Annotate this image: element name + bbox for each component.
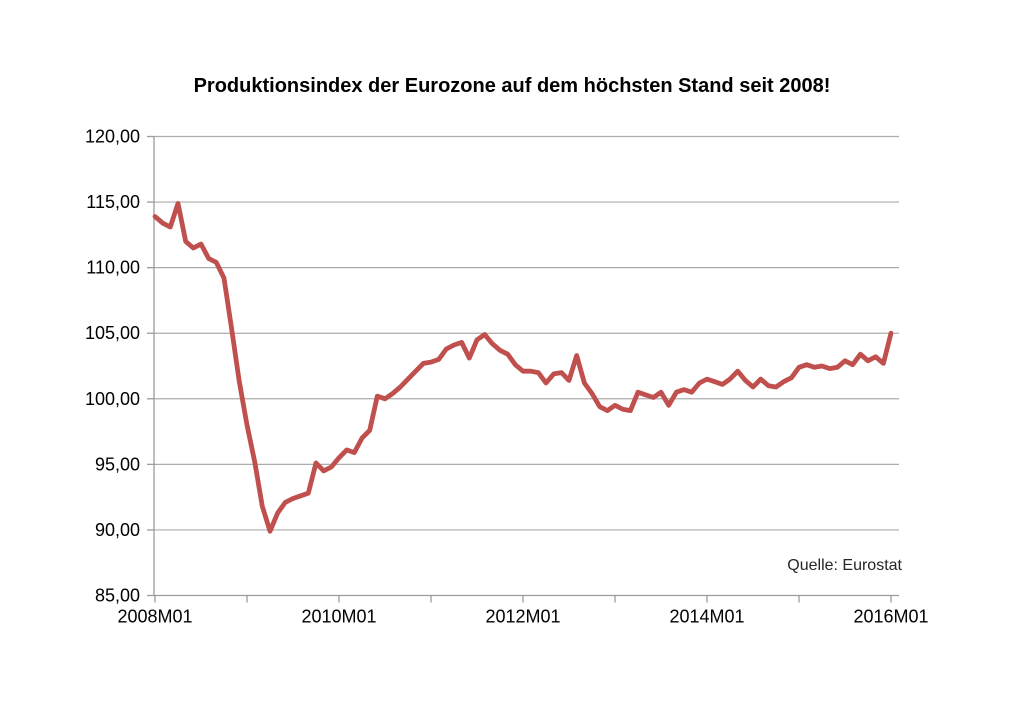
x-tick-label: 2010M01 [301,607,376,627]
y-tick-label: 105,00 [85,323,140,343]
y-gridlines [154,135,899,531]
y-tick-label: 110,00 [86,258,140,278]
y-tick-label: 95,00 [95,454,140,474]
production-index-line [152,200,894,534]
x-tick-label: 2008M01 [117,607,192,627]
y-tick-label: 100,00 [85,389,140,409]
y-tick-label: 115,00 [86,192,140,212]
y-tick-label: 120,00 [85,127,140,147]
y-tick-label: 90,00 [95,520,140,540]
y-axis-ticks-labels: 120,00 115,00 110,00 105,00 100,00 95,00 90,00… [85,127,154,606]
source-note: Quelle: Eurostat [787,557,902,574]
x-tick-label: 2016M01 [854,607,929,627]
y-tick-label: 85,00 [95,586,140,606]
axes [153,136,899,597]
chart-title: Produktionsindex der Eurozone auf dem hö… [193,75,831,97]
x-tick-label: 2012M01 [485,607,560,627]
x-axis-ticks-labels: 2008M01 2010M01 2012M01 2014M01 2016M01 [117,595,929,627]
x-tick-label: 2014M01 [669,607,744,627]
